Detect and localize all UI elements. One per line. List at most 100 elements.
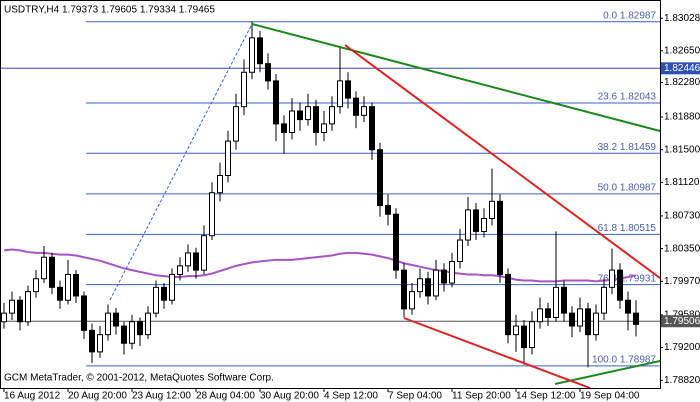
candle-body bbox=[33, 278, 39, 293]
candle-body bbox=[633, 312, 639, 325]
candle-body bbox=[233, 106, 239, 142]
candle-body bbox=[361, 106, 367, 116]
candle-body bbox=[417, 278, 423, 293]
candle-body bbox=[513, 325, 519, 336]
candle-body bbox=[353, 97, 359, 116]
candle-body bbox=[337, 80, 343, 108]
candle-body bbox=[113, 312, 119, 327]
x-tick-label: 23 Aug 12:00 bbox=[132, 391, 191, 402]
x-tick-label: 30 Aug 20:00 bbox=[260, 391, 319, 402]
candle-body bbox=[369, 106, 375, 151]
candle-body bbox=[185, 252, 191, 267]
y-tick-label: 1.79200 bbox=[664, 342, 700, 353]
candle-body bbox=[41, 256, 47, 280]
candle-body bbox=[561, 286, 567, 314]
candle-body bbox=[225, 140, 231, 177]
candle-body bbox=[193, 252, 199, 271]
candle-body bbox=[457, 239, 463, 263]
fib-label: 100.0 1.78987 bbox=[592, 355, 656, 366]
candle-body bbox=[305, 106, 311, 121]
x-tick-label: 16 Aug 2012 bbox=[4, 391, 61, 402]
price-box-label: 1.79506 bbox=[664, 316, 700, 327]
candle-body bbox=[273, 80, 279, 125]
candle-body bbox=[385, 205, 391, 215]
candle-body bbox=[601, 286, 607, 314]
y-tick-label: 1.80730 bbox=[664, 211, 700, 222]
candle-body bbox=[433, 269, 439, 297]
candle-body bbox=[265, 63, 271, 82]
candle-body bbox=[161, 286, 167, 301]
x-tick-label: 28 Aug 04:00 bbox=[196, 391, 255, 402]
candle-body bbox=[129, 321, 135, 344]
candle-body bbox=[9, 299, 15, 314]
candle-body bbox=[401, 269, 407, 310]
trend-line bbox=[554, 360, 661, 385]
candle-body bbox=[137, 321, 143, 336]
candle-body bbox=[25, 291, 31, 323]
candle-body bbox=[489, 200, 495, 220]
candle-body bbox=[545, 308, 551, 318]
candle-body bbox=[217, 175, 223, 194]
price-box bbox=[661, 62, 700, 75]
candle-body bbox=[89, 329, 95, 353]
candle-body bbox=[281, 123, 287, 133]
fib-label: 76.4 1.79931 bbox=[598, 273, 657, 284]
y-tick-label: 1.81500 bbox=[664, 144, 700, 155]
y-tick-label: 1.80350 bbox=[664, 243, 700, 254]
candle-body bbox=[313, 106, 319, 133]
candle-body bbox=[345, 80, 351, 99]
candle-body bbox=[97, 334, 103, 353]
fib-label: 50.0 1.80987 bbox=[598, 182, 657, 193]
candle-body bbox=[529, 321, 535, 349]
fib-label: 38.2 1.81459 bbox=[598, 142, 657, 153]
candle-body bbox=[377, 149, 383, 207]
candle-body bbox=[505, 273, 511, 336]
y-tick-label: 1.79580 bbox=[664, 310, 700, 321]
candle-body bbox=[577, 308, 583, 327]
y-tick-label: 1.82280 bbox=[664, 77, 700, 88]
candle-body bbox=[121, 325, 127, 344]
candle-body bbox=[209, 192, 215, 237]
candle-body bbox=[521, 325, 527, 349]
x-tick-label: 14 Sep 12:00 bbox=[516, 391, 576, 402]
candle-body bbox=[169, 273, 175, 301]
candle-body bbox=[617, 269, 623, 301]
candle-body bbox=[585, 308, 591, 336]
candle-body bbox=[409, 291, 415, 310]
y-tick-label: 1.82650 bbox=[664, 45, 700, 56]
candle-body bbox=[497, 200, 503, 275]
chart-title: USDTRY,H4 1.79373 1.79605 1.79334 1.7946… bbox=[4, 5, 215, 16]
footer: GCM MetaTrader, © 2001-2012, MetaQuotes … bbox=[4, 373, 274, 384]
plot-frame bbox=[0, 0, 661, 389]
candle-body bbox=[257, 37, 263, 65]
y-tick-label: 1.83028 bbox=[664, 13, 700, 24]
price-box bbox=[661, 315, 700, 328]
candle-body bbox=[1, 312, 7, 323]
y-tick-label: 1.81120 bbox=[664, 177, 700, 188]
candle-body bbox=[425, 278, 431, 297]
candle-body bbox=[201, 235, 207, 271]
candle-body bbox=[105, 312, 111, 336]
candle-body bbox=[609, 269, 615, 288]
candle-body bbox=[465, 209, 471, 241]
candle-body bbox=[153, 286, 159, 314]
candle-body bbox=[297, 110, 303, 121]
trend-line bbox=[403, 317, 591, 389]
candle-body bbox=[145, 312, 151, 336]
fib-base-line bbox=[109, 23, 253, 301]
candle-body bbox=[289, 110, 295, 133]
candle-body bbox=[473, 209, 479, 232]
y-tick-label: 1.78820 bbox=[664, 375, 700, 386]
trend-line bbox=[344, 44, 661, 279]
y-tick-label: 1.79970 bbox=[664, 276, 700, 287]
candle-body bbox=[81, 295, 87, 331]
price-box-label: 1.82446 bbox=[664, 63, 700, 74]
candle-body bbox=[321, 123, 327, 133]
candle-body bbox=[241, 71, 247, 108]
candle-body bbox=[481, 218, 487, 232]
candle-body bbox=[17, 299, 23, 323]
fib-label: 23.6 1.82043 bbox=[598, 92, 657, 103]
candle-body bbox=[537, 308, 543, 323]
